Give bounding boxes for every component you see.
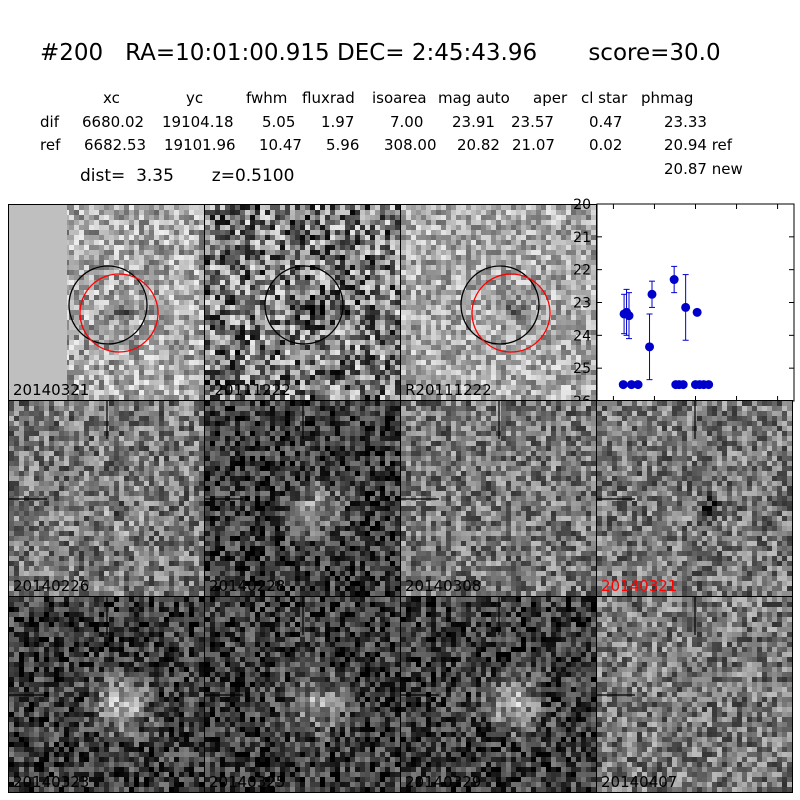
y-tick-label: 21 [573, 230, 591, 246]
ref-aper: 21.07 [512, 136, 555, 154]
ra-value: RA=10:01:00.915 [125, 40, 330, 66]
stamp-date-label: 20140321 [601, 577, 678, 595]
col-header-mag-auto: mag auto [438, 89, 510, 107]
col-header-cl-star: cl star [581, 89, 628, 107]
dif-aper: 23.57 [511, 113, 554, 131]
data-point [624, 311, 634, 321]
col-header-fluxrad: fluxrad [302, 89, 355, 107]
plot-frame [596, 203, 795, 402]
stamp-image [9, 597, 204, 792]
y-tick-label: 24 [573, 328, 591, 344]
candidate-id: #200 [40, 40, 104, 66]
stamp-image [401, 597, 596, 792]
limit-point [618, 380, 628, 390]
ref-mag-auto: 20.82 [457, 136, 500, 154]
stamp-image [205, 597, 400, 792]
y-tick-label: 20 [573, 197, 591, 213]
aperture-circle-red [471, 273, 551, 353]
candidate-title: #200 RA=10:01:00.915 DEC= 2:45:43.96 sco… [40, 40, 721, 66]
image-ref-svg [401, 205, 596, 400]
ref-fluxrad: 5.96 [326, 136, 360, 154]
stamp-image [401, 401, 596, 596]
dif-yc: 19104.18 [162, 113, 234, 131]
image-diff-svg [205, 205, 400, 400]
stamp-panel: 20140226 [8, 400, 205, 597]
dist-value: dist= 3.35 [80, 166, 174, 186]
aperture-circle-black [460, 265, 540, 345]
image-new-svg [9, 205, 204, 400]
ref-phmag: 20.94 ref [664, 136, 733, 154]
col-header-isoarea: isoarea [372, 89, 427, 107]
ref-yc: 19101.96 [164, 136, 236, 154]
dif-phmag: 23.33 [664, 113, 707, 131]
stamp-panel: 20140329 [400, 596, 597, 793]
dif-mag-auto: 23.91 [452, 113, 495, 131]
image-panel-ref: R20111222 [400, 204, 597, 401]
image-label-diff: -20111222 [209, 381, 291, 399]
stamp-date-label: 20140226 [13, 577, 90, 595]
aperture-circle-black [264, 265, 344, 345]
col-header-phmag: phmag [641, 89, 694, 107]
ref-isoarea: 308.00 [384, 136, 437, 154]
stamp-image [597, 597, 792, 792]
stamp-image [9, 401, 204, 596]
data-point [647, 289, 657, 299]
ref-cl-star: 0.02 [589, 136, 623, 154]
dif-xc: 6680.02 [82, 113, 145, 131]
stamp-date-label: 20140325 [209, 773, 286, 791]
y-tick-label: 22 [573, 263, 591, 279]
dif-fluxrad: 1.97 [321, 113, 355, 131]
row-label-dif: dif [40, 113, 59, 131]
data-point [681, 302, 691, 312]
image-label-new: 20140321 [13, 381, 90, 399]
limit-point [704, 380, 714, 390]
dist-z-line: dist= 3.35 z=0.5100 [80, 166, 294, 186]
stamp-image [597, 401, 792, 596]
image-panel-diff: -20111222 [204, 204, 401, 401]
limit-point [678, 380, 688, 390]
stamp-date-label: 20140323 [13, 773, 90, 791]
light-curve-chart: 20212223242526−100−50050100 [573, 197, 795, 420]
dif-cl-star: 0.47 [589, 113, 623, 131]
col-header-aper: aper [533, 89, 568, 107]
data-point [645, 342, 655, 352]
y-tick-label: 25 [573, 361, 591, 377]
dif-fwhm: 5.05 [262, 113, 296, 131]
stamp-date-label: 20140228 [209, 577, 286, 595]
dec-value: DEC= 2:45:43.96 [337, 40, 538, 66]
phmag-new: 20.87 new [664, 160, 743, 178]
image-panel-new: 20140321 [8, 204, 205, 401]
score-value: score=30.0 [588, 40, 721, 66]
col-header-yc: yc [186, 89, 204, 107]
stamp-panel: 20140407 [596, 596, 793, 793]
image-label-ref: R20111222 [405, 381, 492, 399]
stamp-panel: 20140321 [596, 400, 793, 597]
aperture-circle-red [79, 273, 159, 353]
redshift-value: z=0.5100 [211, 166, 295, 186]
ref-fwhm: 10.47 [259, 136, 302, 154]
masked-region [9, 205, 67, 400]
stamp-date-label: 20140308 [405, 577, 482, 595]
aperture-circle-black [68, 265, 148, 345]
data-point [669, 275, 679, 285]
ref-xc: 6682.53 [84, 136, 147, 154]
stamp-date-label: 20140329 [405, 773, 482, 791]
col-header-xc: xc [103, 89, 120, 107]
stamp-date-label: 20140407 [601, 773, 678, 791]
y-tick-label: 23 [573, 296, 591, 312]
stamp-panel: 20140325 [204, 596, 401, 793]
dif-isoarea: 7.00 [390, 113, 424, 131]
stamp-panel: 20140228 [204, 400, 401, 597]
limit-point [633, 380, 643, 390]
stamp-panel: 20140308 [400, 400, 597, 597]
col-header-fwhm: fwhm [246, 89, 288, 107]
data-point [692, 307, 702, 317]
stamp-image [205, 401, 400, 596]
row-label-ref: ref [40, 136, 61, 154]
stamp-panel: 20140323 [8, 596, 205, 793]
